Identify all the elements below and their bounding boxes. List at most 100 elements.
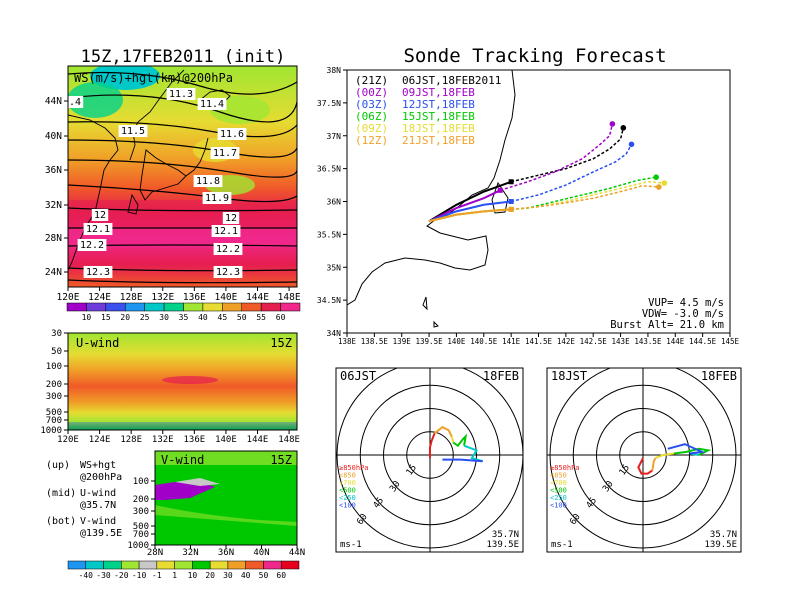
u-y-tick-label: 200 (46, 380, 62, 390)
u-y-tick-label: 1000 (40, 426, 62, 436)
v-x-tick-label: 44N (289, 548, 305, 558)
contour-label-box (66, 96, 84, 108)
map-x-tick-label: 132E (151, 292, 174, 303)
track-legend: (21Z) 06JST,18FEB2011 (00Z) 09JST,18FEB (03Z… (355, 74, 501, 147)
u-wind-surface (68, 422, 297, 430)
colorbar-label: -30 (96, 571, 111, 580)
track-y-tick-label: 36N (327, 198, 342, 207)
legend-time: 18JST,18FEB (402, 122, 475, 135)
track-x-tick-label: 141.5E (525, 337, 553, 346)
hodograph-level-key: <500 (339, 487, 356, 495)
v-y-tick-label: 1000 (127, 541, 149, 551)
colorbar-swatch (66, 302, 87, 312)
contour-label-box (222, 212, 240, 224)
colorbar-label: 50 (259, 571, 269, 580)
track-line-solid (428, 200, 512, 223)
hodograph-segment (434, 425, 453, 437)
colorbar-swatch (121, 560, 140, 570)
hodograph-time: 18JST (551, 369, 587, 383)
hodograph-level-key: <100 (339, 502, 356, 510)
u-y-tick-label: 700 (46, 416, 62, 426)
hodograph-segment (452, 433, 468, 448)
hodograph-lat: 35.7N (492, 530, 519, 540)
map-x-tick-label: 144E (246, 292, 269, 303)
hodograph-unit: ms-1 (551, 540, 573, 550)
colorbar-swatch (125, 302, 145, 312)
contour-label: 12 (225, 213, 237, 224)
map-frame (67, 65, 298, 288)
legend-time: 21JST,18FEB (402, 134, 475, 147)
hodograph-segment (651, 457, 657, 471)
colorbar-swatch (202, 302, 223, 312)
hodograph-lon: 139.5E (704, 540, 737, 550)
hodograph-segment (450, 436, 455, 443)
colorbar-swatch (280, 560, 300, 570)
hodograph-level-key: <250 (339, 494, 356, 502)
track-marker (497, 187, 503, 193)
colorbar-label: -20 (114, 571, 129, 580)
v-x-tick-label: 36N (218, 548, 234, 558)
contour-label-box (197, 98, 227, 110)
note-key: (up) (46, 460, 70, 471)
track-x-tick-label: 138E (338, 337, 357, 346)
contour-label-box (83, 223, 113, 235)
legend-time: 09JST,18FEB (402, 86, 475, 99)
track-y-tick-label: 36.5N (317, 165, 341, 174)
legend-code: (21Z) (355, 74, 388, 87)
track-x-tick-label: 142E (557, 337, 576, 346)
u-x-tick-label: 144E (247, 435, 269, 445)
colorbar-label: 20 (120, 313, 130, 322)
track-x-tick-label: 139E (393, 337, 412, 346)
v-x-tick-label: 40N (253, 548, 269, 558)
colorbar-label: 45 (218, 313, 228, 322)
hodograph-segment (667, 443, 706, 455)
legend-time: 06JST,18FEB2011 (402, 74, 501, 87)
colorbar-swatch (241, 302, 262, 312)
u-x-tick-label: 140E (215, 435, 237, 445)
legend-time: 12JST,18FEB (402, 98, 475, 111)
contour-label: 11.7 (213, 148, 237, 159)
contour-label-box (166, 88, 196, 100)
contour-label-box (77, 239, 107, 251)
hodograph-lon: 139.5E (486, 540, 519, 550)
hodograph-level-key: <850 (339, 472, 356, 480)
map-x-tick-label: 120E (57, 292, 80, 303)
u-wind-frame (67, 332, 298, 431)
colorbar-swatch (86, 302, 107, 312)
u-y-tick-label: 50 (51, 347, 62, 357)
track-y-tick-label: 34.5N (317, 296, 341, 305)
hodograph-level-key: ≥850hPa (550, 464, 580, 472)
contour-label: 11.5 (121, 126, 145, 137)
contour-label-box (83, 266, 113, 278)
contour-label: 12.1 (214, 226, 238, 237)
track-x-tick-label: 144.5E (689, 337, 717, 346)
track-x-tick-label: 144E (666, 337, 685, 346)
panel-notes: (up) WS+hgt@200hPa (mid) U-wind@35.7N (bot) V… (46, 460, 122, 539)
left-title: 15Z,17FEB2011 (init) (81, 47, 286, 67)
v-wind-upper (155, 451, 297, 465)
v-wind-label: V-wind (161, 453, 204, 467)
track-end-point (628, 141, 635, 148)
colorbar-swatch (245, 560, 264, 570)
tracking-map-background (347, 70, 730, 333)
colorbar-label: 60 (276, 571, 286, 580)
colorbar-label: 40 (198, 313, 208, 322)
right-title: Sonde Tracking Forecast (403, 45, 666, 67)
map-x-tick-label: 140E (214, 292, 237, 303)
track-line-dashed (510, 127, 625, 183)
contour-label-box (210, 147, 240, 159)
hodograph-level-key: ≥850hPa (339, 464, 369, 472)
u-wind-core (162, 376, 218, 384)
colorbar-label: 50 (237, 313, 247, 322)
track-x-tick-label: 140E (447, 337, 466, 346)
u-y-tick-label: 30 (51, 329, 62, 339)
colorbar-label: 10 (82, 313, 92, 322)
contour-label-box (193, 175, 223, 187)
v-x-tick-label: 28N (147, 548, 163, 558)
v-x-tick-label: 32N (182, 548, 198, 558)
u-x-tick-label: 136E (184, 435, 206, 445)
